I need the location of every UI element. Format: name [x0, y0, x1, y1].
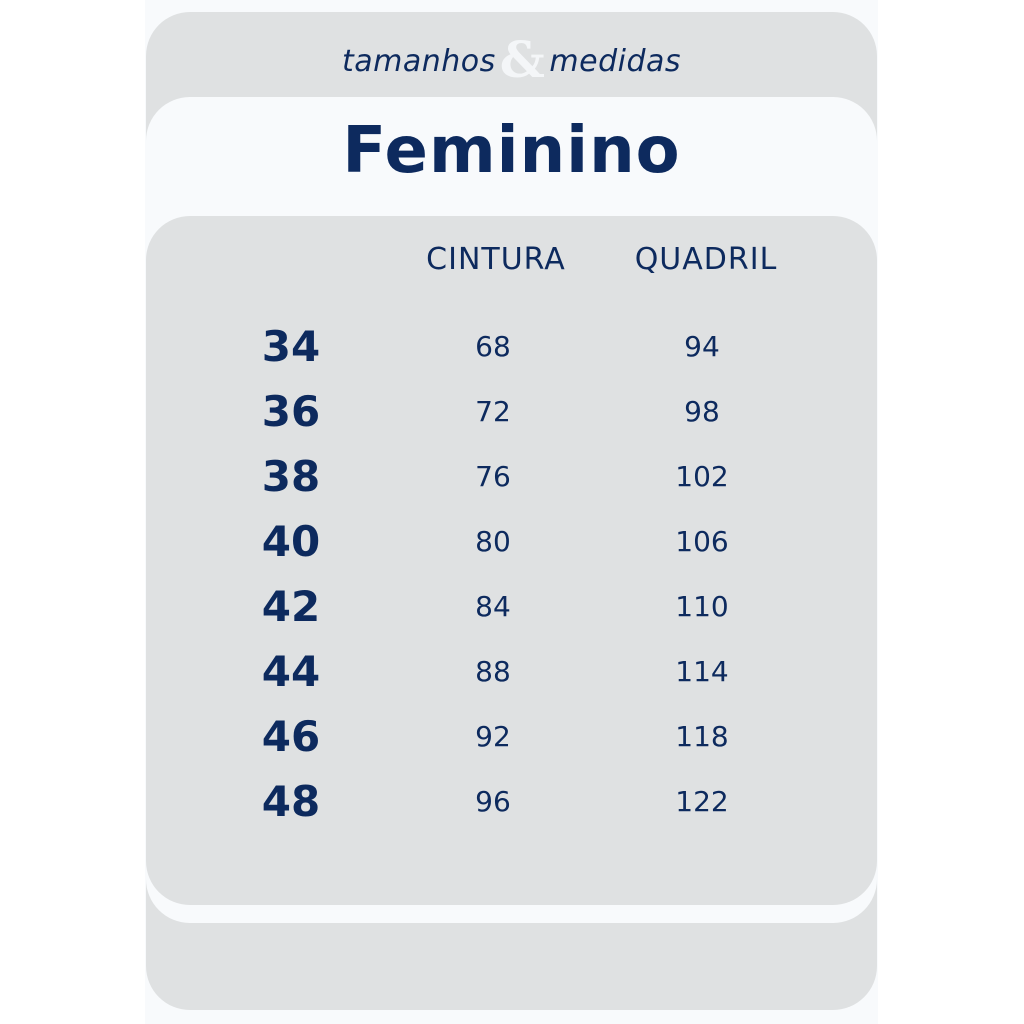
cintura-value: 84 — [475, 590, 511, 623]
table-row: 48 96 122 — [0, 777, 1024, 837]
quadril-value: 102 — [675, 460, 729, 493]
table-row: 38 76 102 — [0, 452, 1024, 512]
size-label: 46 — [261, 712, 321, 761]
cintura-value: 72 — [475, 395, 511, 428]
cintura-value: 96 — [475, 785, 511, 818]
ampersand-logo: & — [499, 30, 546, 89]
size-label: 36 — [261, 387, 321, 436]
size-label: 44 — [261, 647, 321, 696]
size-label: 40 — [261, 517, 321, 566]
size-label: 42 — [261, 582, 321, 631]
quadril-value: 118 — [675, 720, 729, 753]
table-row: 40 80 106 — [0, 517, 1024, 577]
quadril-value: 122 — [675, 785, 729, 818]
cintura-value: 76 — [475, 460, 511, 493]
quadril-value: 98 — [684, 395, 720, 428]
cintura-value: 92 — [475, 720, 511, 753]
quadril-value: 106 — [675, 525, 729, 558]
subtitle-left: tamanhos — [341, 44, 496, 79]
column-header-cintura: CINTURA — [426, 242, 566, 277]
cintura-value: 80 — [475, 525, 511, 558]
cintura-value: 68 — [475, 330, 511, 363]
size-table-panel — [146, 216, 877, 905]
subtitle: tamanhos& medidas — [146, 30, 877, 89]
size-label: 34 — [261, 322, 321, 371]
table-row: 34 68 94 — [0, 322, 1024, 382]
size-label: 48 — [261, 777, 321, 826]
table-row: 44 88 114 — [0, 647, 1024, 707]
table-row: 46 92 118 — [0, 712, 1024, 772]
table-row: 36 72 98 — [0, 387, 1024, 447]
table-row: 42 84 110 — [0, 582, 1024, 642]
quadril-value: 94 — [684, 330, 720, 363]
column-header-quadril: QUADRIL — [634, 242, 778, 277]
quadril-value: 110 — [675, 590, 729, 623]
quadril-value: 114 — [675, 655, 729, 688]
page-title: Feminino — [342, 114, 681, 188]
cintura-value: 88 — [475, 655, 511, 688]
size-label: 38 — [261, 452, 321, 501]
subtitle-right: medidas — [549, 44, 682, 79]
